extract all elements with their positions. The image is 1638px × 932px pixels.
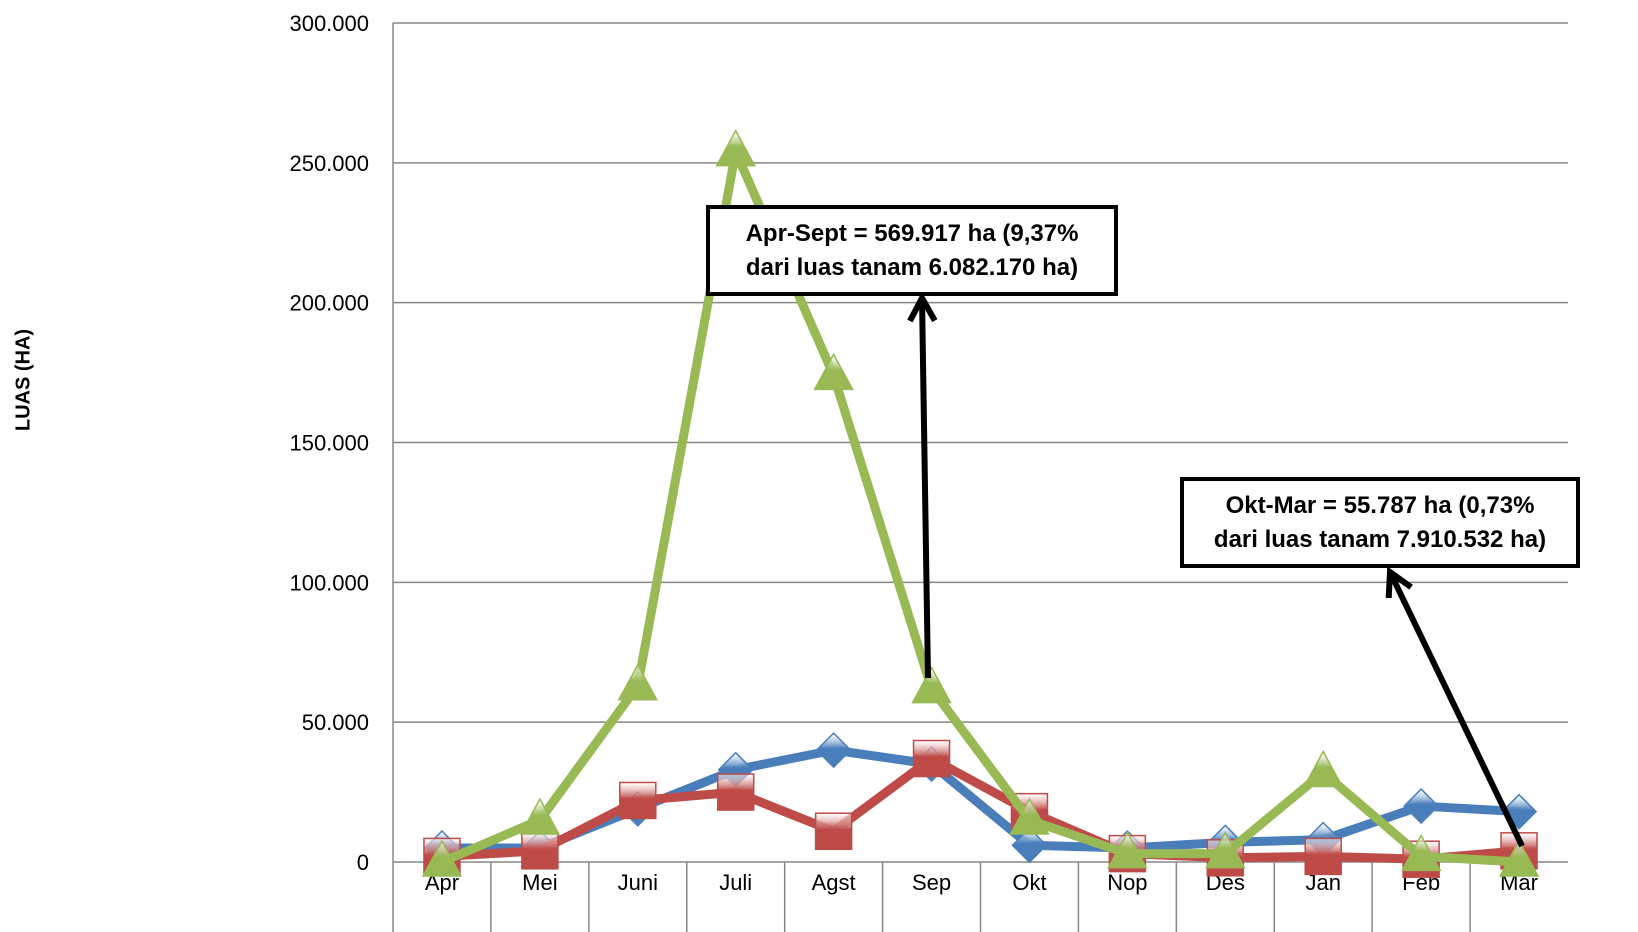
series-1-point [1011,827,1048,864]
arrow-okt-mar [1385,566,1525,848]
y-tick-label: 150.000 [289,431,369,456]
series-3-point [911,666,952,704]
series-group [421,129,1540,878]
series-3 [421,129,1540,877]
series-3-point [813,352,854,391]
series-1-point [815,732,852,769]
series-2-point [814,812,853,850]
y-tick-label: 100.000 [289,570,369,595]
x-tick-label: Juli [719,870,752,895]
series-3-point [1302,749,1344,788]
series-3-point [1107,831,1148,869]
series-2-point [521,832,559,870]
grid-lines [392,22,1568,932]
series-2-point [619,781,657,820]
series-3-point [421,839,463,877]
x-tick-label: Mei [522,870,557,895]
y-tick-label: 250.000 [289,151,369,176]
series-3-point [617,663,659,701]
y-tick-label: 200.000 [289,291,369,316]
arrow-apr-sept-shaft [919,297,931,679]
x-tick-labels: Apr Mei Juni Juli Agst Sep Okt Nop Des Jan Feb Mar [425,870,1538,895]
y-tick-label: 0 [357,850,369,875]
y-tick-label: 300.000 [289,11,369,36]
annotation-apr-sept: Apr-Sept = 569.917 ha (9,37% dari luas t… [706,205,1118,296]
series-2-point [912,739,951,778]
x-tick-label: Sep [912,870,951,895]
series-3-point [715,129,756,167]
series-3-point [1400,833,1442,872]
annotation-arrows [907,291,1525,848]
x-tick-label: Juni [618,870,658,895]
annotation-okt-mar-line2: dari luas tanam 7.910.532 ha) [1213,526,1547,553]
series-1-point [1403,788,1440,825]
y-tick-labels: 0 50.000 100.000 150.000 200.000 250.000 300.0… [289,11,369,875]
y-axis-label-text: LUAS (HA) [12,328,35,432]
x-tick-label: Nop [1107,870,1147,895]
series-3-point [519,797,561,835]
annotation-okt-mar-line1: Okt-Mar = 55.787 ha (0,73% [1225,492,1535,519]
arrow-apr-sept-head [907,291,938,323]
series-3-point [1009,797,1050,835]
x-tick-label: Agst [812,870,856,895]
arrow-okt-mar-head [1385,566,1413,599]
x-tick-label: Okt [1012,870,1046,895]
arrow-okt-mar-shaft [1387,570,1525,848]
y-tick-label: 50.000 [302,710,369,735]
annotation-apr-sept-line2: dari luas tanam 6.082.170 ha) [745,254,1079,281]
y-axis-label: LUAS (HA) [4,320,44,440]
series-3-point [1498,839,1540,877]
arrow-apr-sept [907,291,938,679]
series-2-point [1304,837,1342,876]
annotation-okt-mar: Okt-Mar = 55.787 ha (0,73% dari luas tan… [1180,477,1580,568]
series-2-point [716,773,755,811]
annotation-apr-sept-line1: Apr-Sept = 569.917 ha (9,37% [745,220,1079,247]
series-3-point [1205,831,1246,869]
